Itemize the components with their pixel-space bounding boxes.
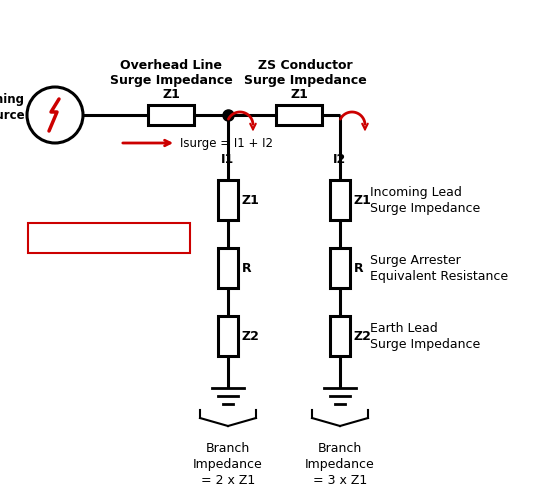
Text: I2: I2: [334, 153, 346, 166]
Text: ZS Conductor
Surge Impedance: ZS Conductor Surge Impedance: [244, 59, 366, 87]
Bar: [276, 105, 322, 125]
Text: Branch
Impedance
= 2 x Z1: Branch Impedance = 2 x Z1: [193, 442, 263, 487]
Text: Z2: Z2: [242, 329, 260, 343]
Bar: [218, 316, 238, 356]
Bar: [330, 316, 350, 356]
Text: Earth Lead
Surge Impedance: Earth Lead Surge Impedance: [370, 321, 480, 350]
Bar: [148, 105, 194, 125]
Text: Z1: Z1: [354, 194, 372, 206]
Text: Z2: Z2: [354, 329, 372, 343]
Text: R: R: [354, 262, 364, 274]
Text: Z1: Z1: [242, 194, 260, 206]
Text: Branch
Impedance
= 3 x Z1: Branch Impedance = 3 x Z1: [305, 442, 375, 487]
Bar: [330, 248, 350, 288]
Text: Z1: Z1: [290, 88, 308, 101]
Bar: [218, 180, 238, 220]
Text: I1: I1: [221, 153, 235, 166]
Text: Overhead Line
Surge Impedance: Overhead Line Surge Impedance: [110, 59, 232, 87]
Text: Z1: Z1: [162, 88, 180, 101]
Text: Isurge - I1 - I2 = 0: Isurge - I1 - I2 = 0: [52, 231, 166, 245]
Bar: [28, 223, 190, 253]
Text: Incoming Lead
Surge Impedance: Incoming Lead Surge Impedance: [370, 186, 480, 215]
Bar: [218, 248, 238, 288]
Text: R: R: [242, 262, 252, 274]
Text: Surge Arrester
Equivalent Resistance: Surge Arrester Equivalent Resistance: [370, 253, 508, 283]
Text: Isurge = I1 + I2: Isurge = I1 + I2: [180, 137, 273, 149]
Text: Lightning
Source: Lightning Source: [0, 93, 25, 122]
Bar: [330, 180, 350, 220]
